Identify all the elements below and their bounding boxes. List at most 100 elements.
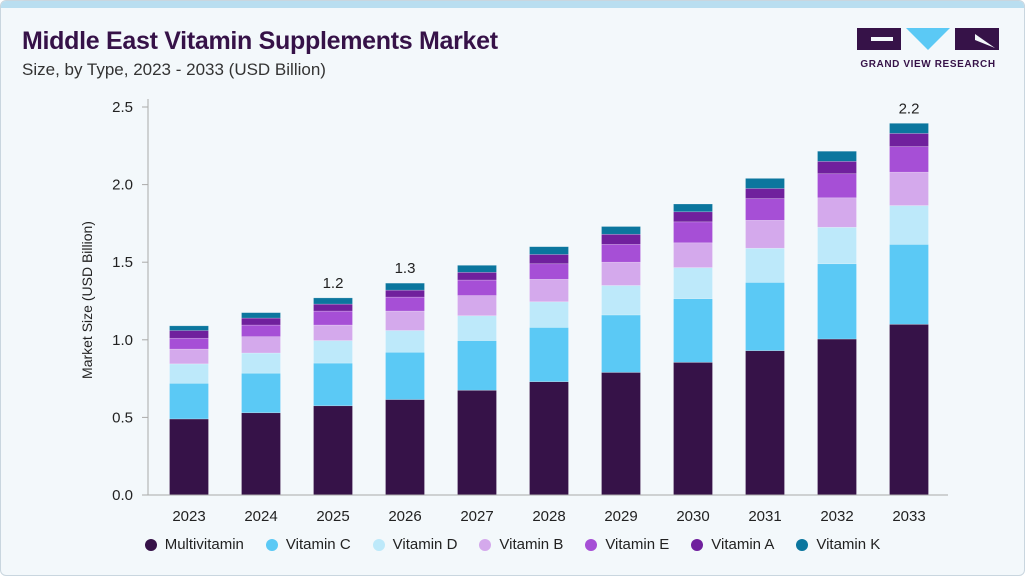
bar-segment-vitamin-k bbox=[385, 282, 425, 291]
legend-item: Multivitamin bbox=[144, 536, 244, 553]
bar-segment-vitamin-b bbox=[745, 219, 785, 249]
bar-segment-vitamin-c bbox=[817, 263, 857, 340]
bar-segment-vitamin-k bbox=[241, 312, 281, 319]
legend-label: Multivitamin bbox=[164, 536, 244, 553]
legend-swatch bbox=[796, 538, 809, 551]
y-tick-label: 2.5 bbox=[112, 99, 133, 116]
x-tick-label: 2031 bbox=[748, 508, 781, 525]
bar-segment-vitamin-b bbox=[889, 171, 929, 206]
legend-item: Vitamin E bbox=[585, 536, 669, 553]
x-tick-label: 2026 bbox=[388, 508, 421, 525]
data-label: 2.2 bbox=[899, 100, 920, 117]
bar-segment-vitamin-c bbox=[313, 362, 353, 407]
bar-segment-vitamin-a bbox=[673, 211, 713, 223]
x-tick-label: 2029 bbox=[604, 508, 637, 525]
bar-segment-vitamin-k bbox=[817, 150, 857, 162]
bar-segment-vitamin-d bbox=[313, 340, 353, 364]
bar-segment-vitamin-k bbox=[313, 297, 353, 305]
chart-subtitle: Size, by Type, 2023 - 2033 (USD Billion) bbox=[22, 60, 326, 79]
bar-segment-vitamin-c bbox=[169, 382, 209, 420]
legend-item: Vitamin K bbox=[796, 536, 880, 553]
bar-segment-vitamin-a bbox=[313, 303, 353, 312]
bar-segment-vitamin-b bbox=[601, 261, 641, 286]
bar-segment-vitamin-a bbox=[169, 330, 209, 339]
bar-segment-vitamin-b bbox=[457, 295, 497, 317]
x-tick-label: 2025 bbox=[316, 508, 349, 525]
bar-group-2025 bbox=[313, 297, 353, 496]
bar-segment-vitamin-c bbox=[457, 340, 497, 391]
bar-segment-vitamin-e bbox=[673, 221, 713, 244]
bar-segment-vitamin-d bbox=[241, 352, 281, 374]
bar-group-2026 bbox=[385, 282, 425, 496]
bar-segment-vitamin-c bbox=[529, 327, 569, 383]
bar-segment-vitamin-c bbox=[745, 282, 785, 351]
bar-segment-vitamin-c bbox=[673, 298, 713, 363]
bar-segment-vitamin-e bbox=[745, 198, 785, 221]
legend: Multivitamin Vitamin C Vitamin D Vitamin B V… bbox=[0, 536, 1025, 553]
bar-segment-vitamin-e bbox=[457, 279, 497, 296]
bar-group-2032 bbox=[817, 150, 857, 496]
bar-segment-vitamin-d bbox=[817, 226, 857, 265]
x-axis: 2023 2024 2025 2026 2027 2028 2029 2030 2031 2032… bbox=[148, 494, 948, 525]
bar-segment-vitamin-a bbox=[529, 254, 569, 265]
bar-segment-vitamin-e bbox=[241, 324, 281, 337]
bar-group-2027 bbox=[457, 265, 497, 496]
bar-segment-vitamin-a bbox=[601, 233, 641, 245]
legend-item: Vitamin B bbox=[479, 536, 563, 553]
y-tick-label: 1.5 bbox=[112, 254, 133, 271]
bar-segment-vitamin-k bbox=[745, 178, 785, 189]
legend-swatch bbox=[372, 538, 385, 551]
x-tick-label: 2027 bbox=[460, 508, 493, 525]
bar-segment-vitamin-b bbox=[673, 242, 713, 268]
bar-segment-multivitamin bbox=[241, 412, 281, 496]
bar-segment-multivitamin bbox=[313, 405, 353, 496]
top-accent-bar bbox=[1, 1, 1024, 8]
legend-label: Vitamin K bbox=[816, 536, 881, 553]
bar-segment-vitamin-k bbox=[457, 265, 497, 273]
bar-segment-vitamin-e bbox=[601, 244, 641, 263]
bar-segment-vitamin-a bbox=[889, 133, 929, 147]
x-tick-label: 2028 bbox=[532, 508, 565, 525]
bar-segment-multivitamin bbox=[529, 381, 569, 496]
legend-label: Vitamin A bbox=[711, 536, 775, 553]
bar-segment-vitamin-c bbox=[241, 372, 281, 414]
bar-group-2033 bbox=[889, 122, 929, 496]
bar-segment-vitamin-d bbox=[169, 363, 209, 384]
bar-segment-vitamin-d bbox=[385, 330, 425, 353]
bar-segment-vitamin-b bbox=[313, 324, 353, 341]
bar-segment-multivitamin bbox=[457, 389, 497, 496]
annotations: 1.2 1.3 2.2 bbox=[323, 100, 920, 292]
bar-segment-vitamin-b bbox=[529, 278, 569, 303]
bar-segment-multivitamin bbox=[673, 362, 713, 496]
bar-segment-vitamin-k bbox=[169, 325, 209, 331]
legend-item: Vitamin A bbox=[691, 536, 774, 553]
legend-label: Vitamin E bbox=[605, 536, 670, 553]
y-tick-label: 0.5 bbox=[112, 409, 133, 426]
bar-segment-vitamin-b bbox=[169, 348, 209, 365]
bar-segment-vitamin-d bbox=[529, 301, 569, 328]
bar-segment-vitamin-a bbox=[241, 317, 281, 326]
bar-segment-vitamin-d bbox=[673, 267, 713, 299]
bar-segment-vitamin-d bbox=[889, 205, 929, 245]
bar-group-2031 bbox=[745, 178, 785, 496]
x-tick-label: 2030 bbox=[676, 508, 709, 525]
legend-label: Vitamin C bbox=[285, 536, 351, 553]
bar-segment-vitamin-e bbox=[169, 337, 209, 350]
bar-segment-vitamin-b bbox=[241, 336, 281, 354]
x-tick-label: 2023 bbox=[172, 508, 205, 525]
y-axis-label: Market Size (USD Billion) bbox=[79, 221, 95, 379]
legend-swatch bbox=[144, 538, 157, 551]
y-tick-label: 2.0 bbox=[112, 177, 133, 194]
legend-label: Vitamin D bbox=[392, 536, 458, 553]
legend-item: Vitamin D bbox=[372, 536, 458, 553]
bar-group-2029 bbox=[601, 226, 641, 496]
legend-swatch bbox=[585, 538, 598, 551]
legend-label: Vitamin B bbox=[499, 536, 564, 553]
bar-segment-vitamin-b bbox=[817, 197, 857, 228]
bar-segment-vitamin-e bbox=[385, 296, 425, 312]
bar-segment-vitamin-k bbox=[673, 203, 713, 213]
data-label: 1.3 bbox=[395, 260, 416, 277]
bar-segment-vitamin-d bbox=[601, 285, 641, 316]
legend-swatch bbox=[691, 538, 704, 551]
bar-segment-multivitamin bbox=[601, 372, 641, 496]
